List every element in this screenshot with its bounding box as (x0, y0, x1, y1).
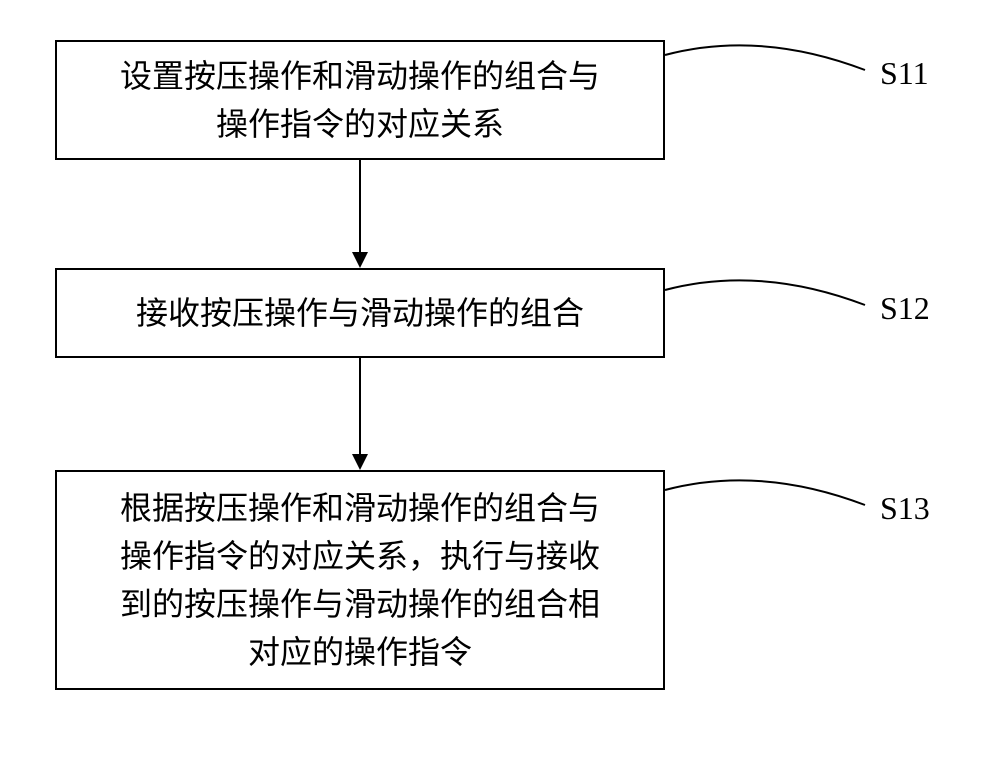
leader-line (665, 280, 865, 305)
flowchart-connectors (0, 0, 1000, 784)
leader-line (665, 45, 865, 70)
arrow-head-icon (352, 454, 368, 470)
arrow-head-icon (352, 252, 368, 268)
leader-line (665, 480, 865, 505)
flowchart-container: 设置按压操作和滑动操作的组合与操作指令的对应关系 S11 接收按压操作与滑动操作… (0, 0, 1000, 784)
